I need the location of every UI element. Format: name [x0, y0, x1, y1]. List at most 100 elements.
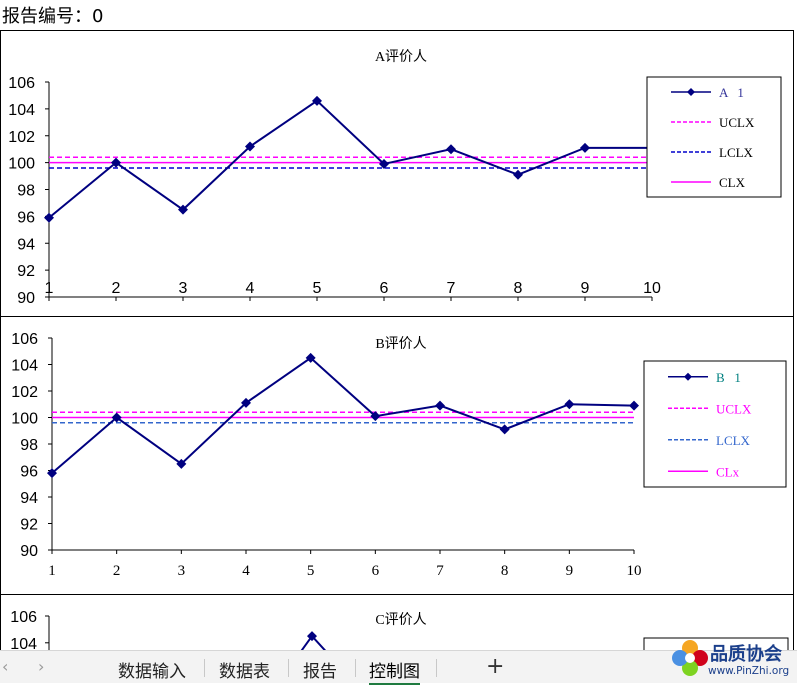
legend-label: LCLX: [716, 433, 751, 448]
x-tick-label: 4: [246, 280, 255, 297]
x-tick-label: 8: [501, 563, 509, 579]
x-tick-label: 4: [242, 563, 250, 579]
watermark-url: www.PinZhi.org: [708, 665, 790, 677]
data-point-marker: [499, 424, 510, 435]
y-tick-label: 106: [8, 75, 35, 92]
x-tick-label: 7: [447, 280, 456, 297]
x-tick-label: 3: [178, 563, 186, 579]
y-tick-label: 98: [20, 437, 38, 454]
data-series-line: [48, 99, 652, 219]
legend-marker: [684, 372, 692, 381]
y-tick-label: 102: [8, 129, 35, 146]
report-number-label: 报告编号：: [2, 6, 92, 27]
y-tick-label: 92: [17, 263, 35, 280]
data-series-line: [51, 356, 635, 474]
x-tick-label: 7: [436, 563, 444, 579]
chevron-left-icon[interactable]: ‹: [2, 657, 9, 676]
x-tick-label: 9: [566, 563, 574, 579]
y-tick-label: 94: [17, 236, 35, 253]
legend-marker: [687, 88, 695, 96]
data-point-marker: [312, 95, 322, 106]
legend-box: [646, 76, 782, 198]
watermark-title: 品质协会: [710, 644, 782, 665]
legend-label: UCLX: [719, 115, 755, 130]
x-tick-label: 5: [313, 280, 322, 297]
data-point-marker: [564, 399, 575, 410]
x-tick-label: 6: [380, 280, 389, 297]
tab-control-chart[interactable]: 控制图: [369, 657, 420, 685]
tab-divider: [288, 659, 289, 677]
y-tick-label: 100: [8, 156, 35, 173]
add-sheet-button[interactable]: +: [486, 654, 505, 679]
y-tick-label: 94: [20, 490, 38, 507]
x-tick-label: 10: [643, 280, 661, 297]
x-tick-label: 3: [179, 280, 188, 297]
data-point-marker: [245, 141, 255, 152]
data-point-marker: [44, 212, 54, 223]
chart-title: C评价人: [375, 612, 426, 628]
chart-title: A评价人: [375, 49, 427, 65]
x-tick-label: 6: [372, 563, 380, 579]
y-tick-label: 98: [17, 183, 35, 200]
data-point-marker: [176, 458, 187, 469]
legend-label: CLX: [719, 175, 746, 190]
x-tick-label: 8: [514, 280, 523, 297]
report-number: 报告编号：0: [2, 2, 103, 28]
y-tick-label: 96: [17, 209, 35, 226]
legend-label: UCLX: [716, 401, 752, 416]
x-tick-label: 10: [627, 563, 642, 579]
chevron-right-icon[interactable]: ›: [38, 657, 45, 676]
legend-box: [643, 360, 787, 488]
data-point-marker: [307, 631, 317, 642]
y-tick-label: 90: [20, 543, 38, 560]
sheet-tab-bar: ‹ › 数据输入 数据表 报告 控制图 +: [0, 650, 797, 685]
legend-label: B 1: [716, 370, 741, 385]
data-point-marker: [241, 397, 251, 408]
y-tick-label: 104: [8, 102, 35, 119]
x-tick-label: 5: [307, 563, 315, 579]
y-tick-label: 96: [20, 464, 38, 481]
data-point-marker: [513, 169, 523, 180]
tab-divider: [436, 659, 437, 677]
data-point-marker: [47, 468, 57, 479]
chart-panel-a[interactable]: A评价人 90 92 94 96 98 100 102 104 106 1 2 3 4 5 6 7 8 9 10 A 1…: [0, 30, 794, 317]
data-point-marker: [111, 412, 122, 423]
x-tick-label: 9: [581, 280, 590, 297]
chart-b-svg: B评价人 90 92 94 96 98 100 102 104 106 1 2 3 4 5 6 7 8 9 10 B 1…: [11, 331, 787, 579]
x-tick-label: 2: [113, 563, 121, 579]
chart-panel-b[interactable]: B评价人 90 92 94 96 98 100 102 104 106 1 2 3 4 5 6 7 8 9 10 B 1…: [0, 316, 794, 595]
data-point-marker: [580, 142, 590, 153]
x-tick-label: 1: [48, 563, 56, 579]
flower-logo-icon: [672, 640, 708, 676]
data-point-marker: [379, 158, 389, 169]
data-point-marker: [629, 400, 639, 411]
y-tick-label: 90: [17, 290, 35, 307]
legend-label: CLx: [716, 464, 740, 479]
chart-a-svg: A评价人 90 92 94 96 98 100 102 104 106 1 2 3 4 5 6 7 8 9 10 A 1…: [8, 49, 782, 307]
data-point-marker: [446, 144, 456, 155]
chart-title: B评价人: [375, 336, 426, 352]
data-point-marker: [370, 411, 381, 422]
x-tick-label: 1: [45, 280, 54, 297]
watermark-logo: 品质协会 www.PinZhi.org: [670, 636, 792, 680]
data-point-marker: [305, 352, 316, 363]
x-tick-label: 2: [112, 280, 121, 297]
data-point-marker: [435, 400, 445, 411]
y-tick-label: 104: [10, 636, 37, 653]
legend-label: LCLX: [719, 145, 754, 160]
tab-data-input[interactable]: 数据输入: [118, 662, 186, 682]
tab-report[interactable]: 报告: [303, 662, 337, 682]
y-tick-label: 106: [10, 609, 37, 626]
y-tick-label: 106: [11, 331, 38, 348]
y-tick-label: 104: [11, 358, 38, 375]
data-point-marker: [111, 157, 121, 168]
tab-divider: [204, 659, 205, 677]
y-tick-label: 102: [11, 384, 38, 401]
y-tick-label: 100: [11, 411, 38, 428]
data-point-marker: [178, 204, 188, 215]
legend-label: A 1: [719, 85, 744, 100]
tab-divider: [355, 659, 356, 677]
tab-data-table[interactable]: 数据表: [219, 662, 270, 682]
report-number-value: 0: [92, 6, 104, 27]
y-tick-label: 92: [20, 517, 38, 534]
